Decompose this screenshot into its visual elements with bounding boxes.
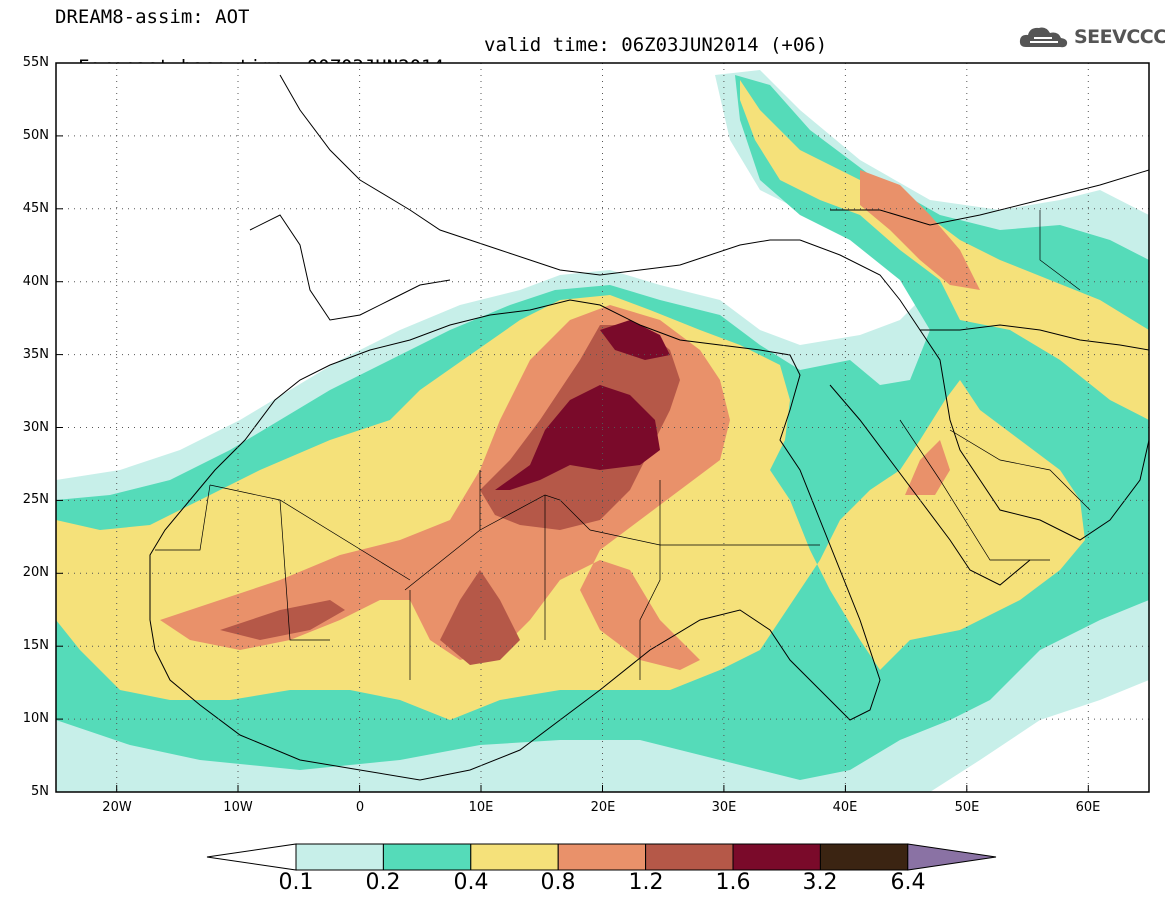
lat-label: 50N bbox=[22, 128, 49, 143]
valid-time-text: valid time: 06Z03JUN2014 (+06) bbox=[484, 34, 828, 56]
axis-ticks bbox=[56, 62, 1089, 792]
lat-label: 10N bbox=[22, 711, 49, 726]
coastlines bbox=[149, 74, 1149, 781]
colorbar-label: 1.2 bbox=[628, 870, 664, 895]
cloud-icon bbox=[1019, 27, 1068, 48]
borders bbox=[155, 210, 1091, 680]
lon-label: 40E bbox=[832, 800, 858, 815]
lat-label: 25N bbox=[22, 492, 49, 507]
lat-label: 35N bbox=[22, 347, 49, 362]
colorbar-label: 0.1 bbox=[278, 870, 314, 895]
colorbar-swatch bbox=[819, 843, 909, 871]
colorbar-label: 0.4 bbox=[453, 870, 489, 895]
colorbar-swatch bbox=[557, 843, 647, 871]
colorbar bbox=[206, 843, 997, 871]
lat-label: 20N bbox=[22, 565, 49, 580]
colorbar-label: 6.4 bbox=[890, 870, 926, 895]
lon-label: 30E bbox=[711, 800, 737, 815]
colorbar-label: 0.8 bbox=[540, 870, 576, 895]
lat-label: 30N bbox=[22, 420, 49, 435]
lon-label: 10W bbox=[223, 800, 253, 815]
seevccc-logo: SEEVCCC bbox=[1018, 22, 1165, 52]
lat-label: 55N bbox=[22, 55, 49, 70]
colorbar-label: 1.6 bbox=[715, 870, 751, 895]
logo-text: SEEVCCC bbox=[1074, 26, 1165, 48]
colorbar-swatch bbox=[295, 843, 384, 871]
lat-label: 15N bbox=[22, 638, 49, 653]
lon-label: 20W bbox=[102, 800, 132, 815]
colorbar-swatch bbox=[382, 843, 472, 871]
lon-label: 10E bbox=[468, 800, 494, 815]
lat-label: 5N bbox=[31, 784, 49, 799]
lon-label: 50E bbox=[954, 800, 980, 815]
lat-label: 40N bbox=[22, 274, 49, 289]
colorbar-label: 0.2 bbox=[365, 870, 401, 895]
lon-label: 60E bbox=[1075, 800, 1101, 815]
gridlines bbox=[56, 63, 1149, 792]
colorbar-over-triangle bbox=[907, 843, 997, 871]
colorbar-swatch bbox=[470, 843, 559, 871]
colorbar-under-triangle bbox=[206, 843, 297, 871]
colorbar-swatch bbox=[732, 843, 821, 871]
colorbar-swatch bbox=[645, 843, 734, 871]
lon-label: 0 bbox=[355, 800, 365, 815]
colorbar-label: 3.2 bbox=[802, 870, 838, 895]
map-title: DREAM8-assim: AOT bbox=[55, 6, 250, 28]
lon-label: 20E bbox=[590, 800, 616, 815]
lat-label: 45N bbox=[22, 201, 49, 216]
